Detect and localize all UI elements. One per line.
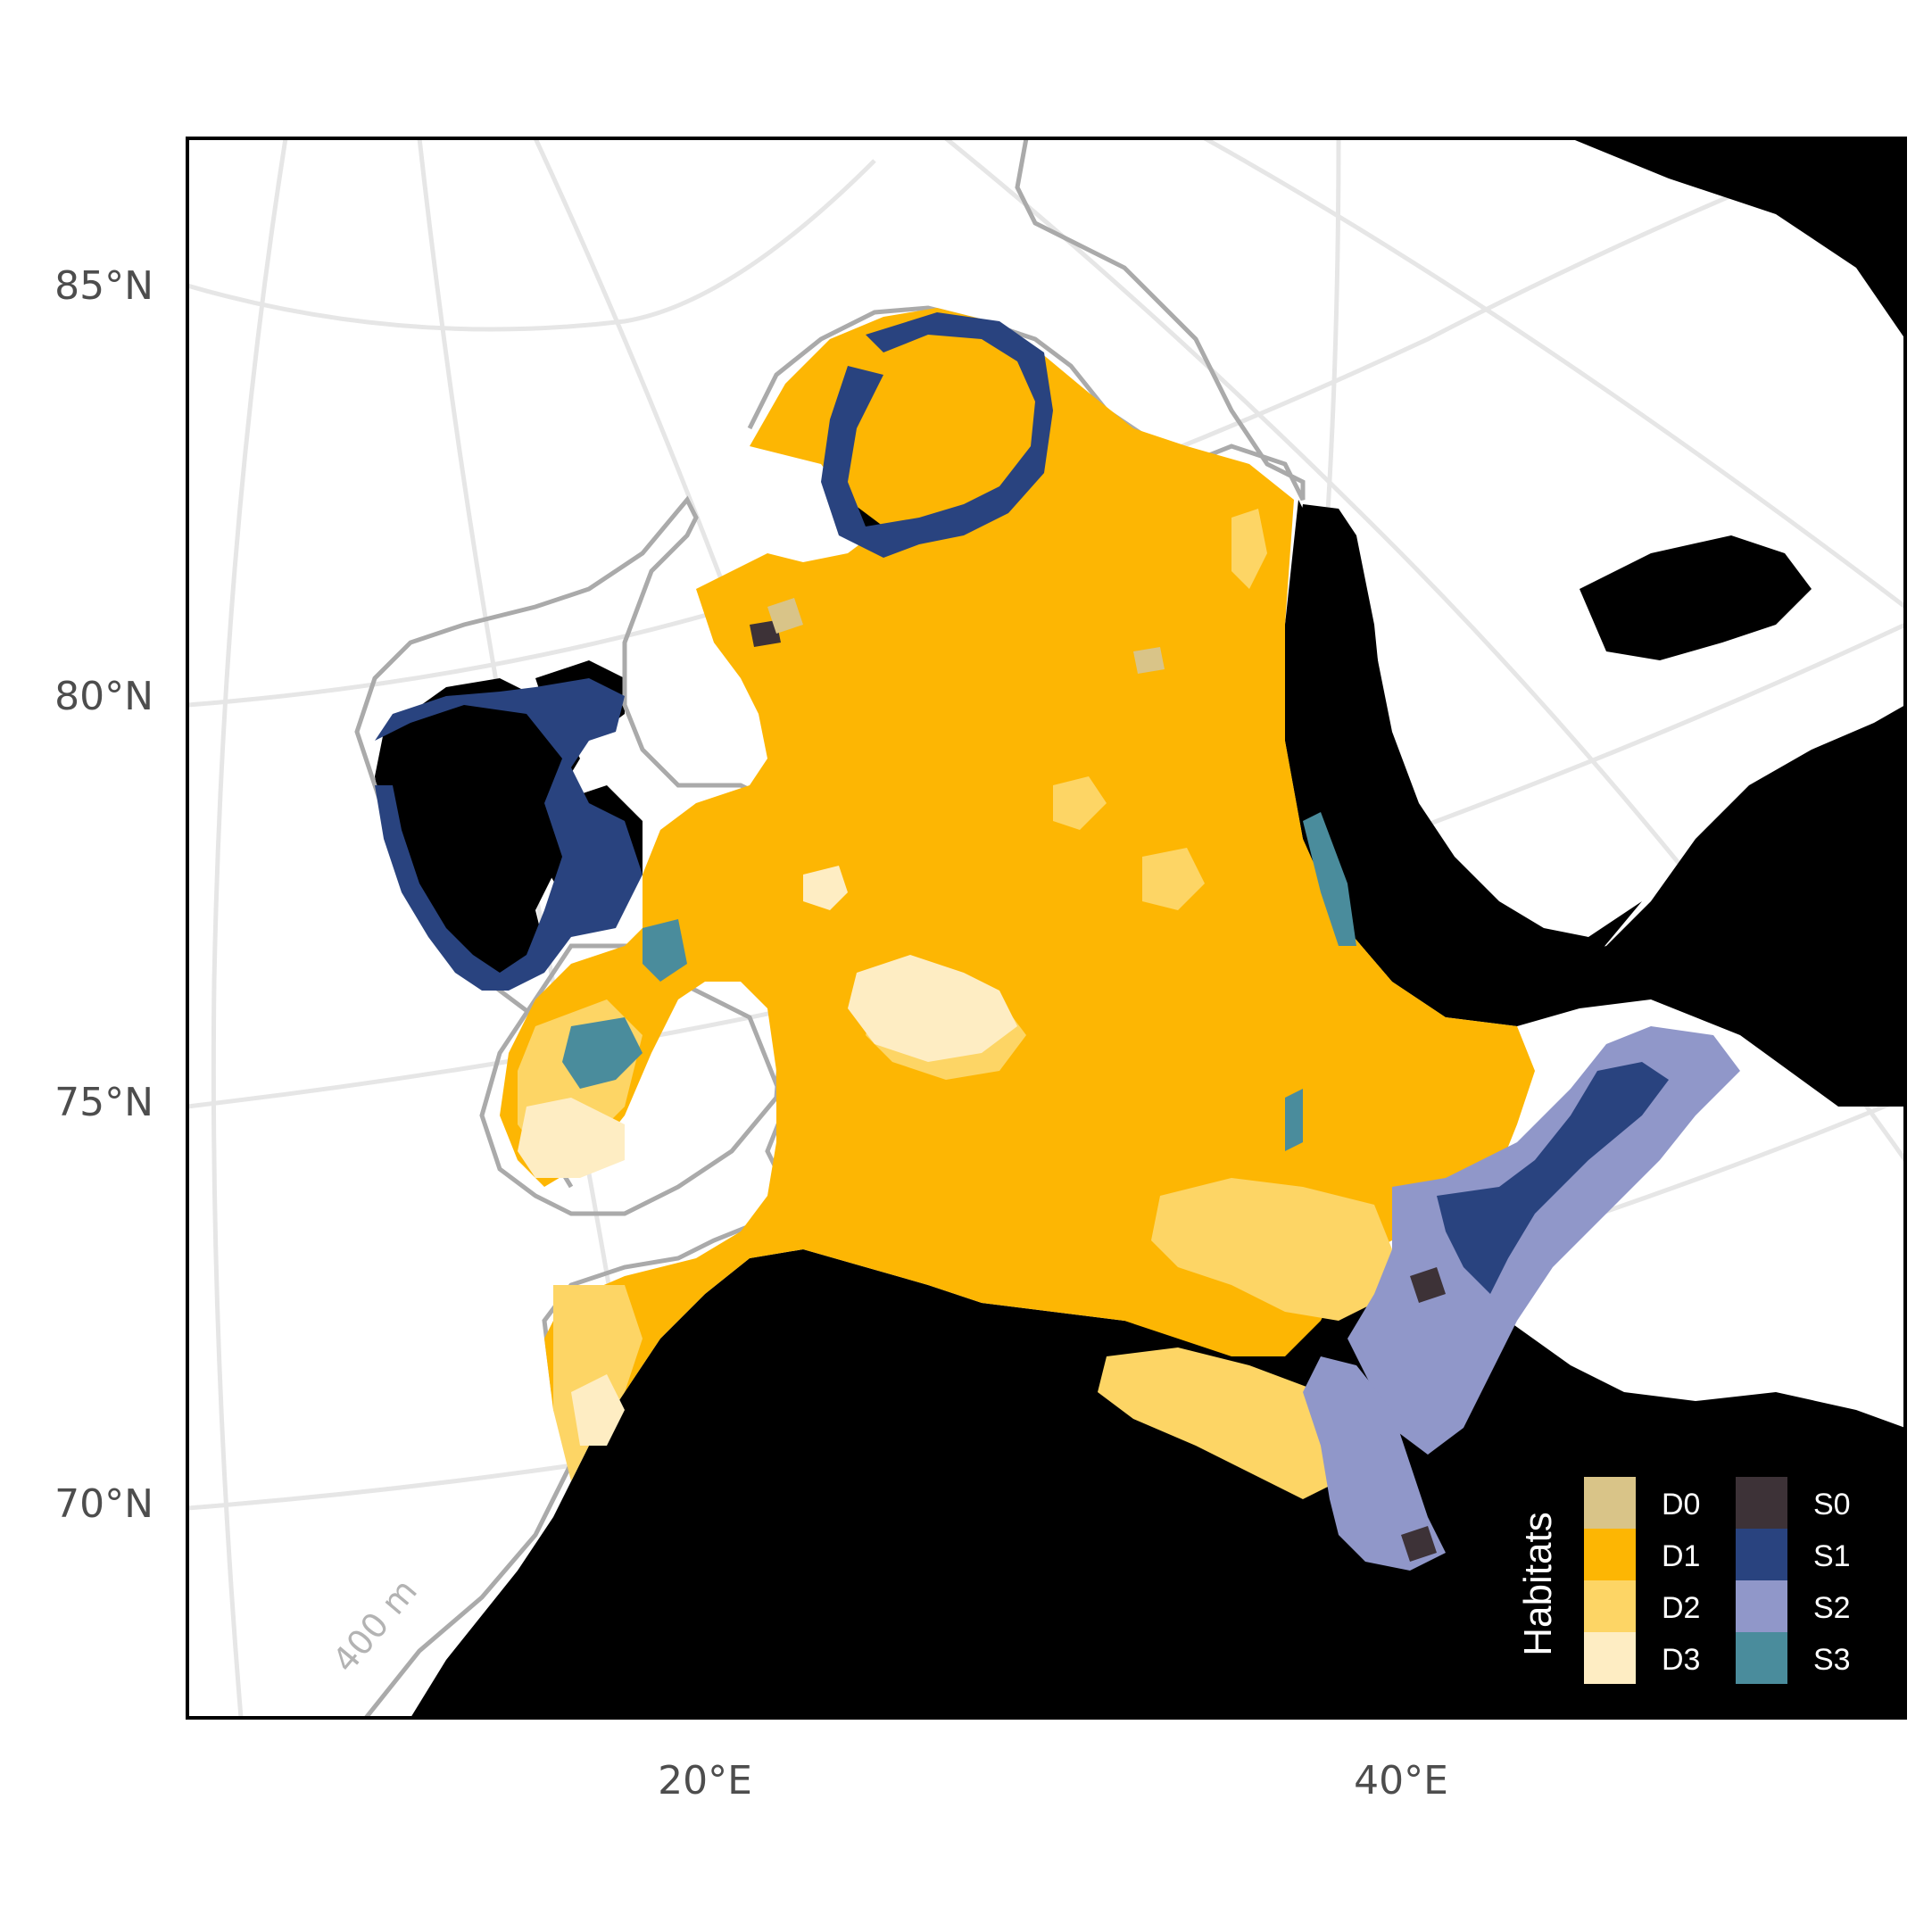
d3-patch-svalbard-sw [518,1098,625,1178]
legend-swatch-s1 [1736,1529,1787,1580]
lon-label-20: 20°E [658,1758,752,1803]
legend-label-s3: S3 [1813,1643,1851,1677]
d3-patch-south [571,1374,625,1446]
d3-patch-center [848,955,1017,1062]
habitat-s2 [1347,1026,1740,1455]
lat-label-85: 85°N [54,263,153,309]
lat-label-70: 70°N [54,1481,153,1527]
lon-label-40: 40°E [1354,1758,1448,1803]
s3-mid [1285,1089,1303,1151]
legend-swatch-d2 [1584,1580,1636,1632]
legend-label-d1: D1 [1662,1539,1700,1573]
legend-swatch-s0 [1736,1477,1787,1529]
legend-swatch-s2 [1736,1580,1787,1632]
s3-east-coast [1303,812,1356,946]
habitat-s1 [375,312,1669,1294]
legend-swatch-d1 [1584,1529,1636,1580]
graticule-lon-a [211,138,288,1718]
legend: Habitats D0 D1 D2 D3 S0 S1 S2 S3 [1516,1477,1851,1684]
legend-label-s0: S0 [1813,1488,1851,1522]
d0-patch-1 [767,598,803,634]
d2-patch-east [1151,1178,1392,1321]
legend-title: Habitats [1516,1512,1560,1655]
lat-label-75: 75°N [54,1080,153,1125]
habitat-s0 [750,620,1446,1562]
s0-patch-3 [750,620,781,647]
s0-patch-2 [1401,1526,1437,1562]
bathymetry-contour-north [747,138,1306,502]
legend-label-d0: D0 [1662,1488,1700,1522]
s3-svalbard-south [562,1017,643,1089]
legend-label-s1: S1 [1813,1539,1851,1573]
s0-patch-1 [1410,1267,1446,1303]
d2-patch-ne [1231,509,1267,589]
s1-svalbard-ring [375,678,643,991]
d2-patch-small [1053,776,1107,830]
legend-swatch-s3 [1736,1632,1787,1684]
legend-swatch-d3 [1584,1632,1636,1684]
habitat-s2-south [1303,1356,1446,1571]
legend-swatch-d0 [1584,1477,1636,1529]
habitat-d0 [767,598,1165,674]
s3-svalbard-east [643,919,687,982]
d3-patch-west [803,866,848,910]
map-panel-border [186,137,1907,1720]
d2-patch-south [1098,1347,1347,1499]
s1-east [1437,1062,1669,1294]
s1-franz-josef-ring [821,312,1053,558]
graticule-lat-85 [187,159,876,332]
graticule-lon-e [1203,138,1905,609]
d2-patch-mid [1142,848,1205,910]
legend-label-s2: S2 [1813,1591,1851,1625]
habitat-d1 [500,308,1535,1464]
lat-label-80: 80°N [54,674,153,719]
legend-label-d3: D3 [1662,1643,1700,1677]
habitat-d3 [518,866,1017,1446]
habitat-s3 [562,812,1356,1151]
land-arctic-islands [1580,535,1812,660]
legend-background [1517,1481,1905,1718]
land-novaya-zemlya [1285,504,1642,1017]
legend-label-d2: D2 [1662,1591,1700,1625]
d0-patch-2 [1133,647,1165,674]
